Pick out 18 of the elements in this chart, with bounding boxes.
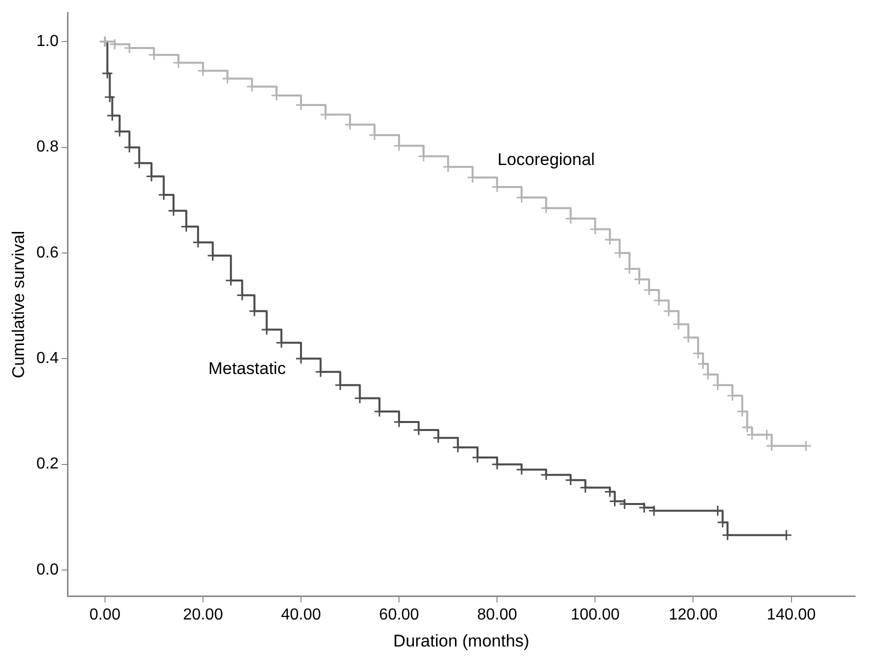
x-tick-label: 80.00 — [477, 606, 518, 624]
y-tick-label: 1.0 — [36, 33, 59, 50]
x-tick-label: 20.00 — [182, 606, 224, 624]
x-tick-label: 100.00 — [570, 606, 620, 624]
y-tick-label: 0.8 — [36, 138, 59, 156]
y-tick-label: 0.0 — [36, 561, 59, 578]
y-axis-title: Cumulative survival — [8, 230, 28, 378]
series-label: Locoregional — [497, 150, 595, 170]
x-tick-label: 120.00 — [668, 606, 718, 624]
x-tick-label: 40.00 — [280, 606, 322, 624]
y-tick-label: 0.2 — [36, 456, 59, 473]
x-tick-label: 60.00 — [379, 606, 420, 624]
x-tick-label: 0.00 — [89, 606, 121, 624]
y-tick-label: 0.4 — [36, 350, 59, 368]
y-tick-label: 0.6 — [36, 244, 59, 262]
series-label: Metastatic — [208, 358, 286, 378]
x-tick-label: 140.00 — [766, 606, 816, 624]
x-axis-title: Duration (months) — [393, 631, 530, 650]
